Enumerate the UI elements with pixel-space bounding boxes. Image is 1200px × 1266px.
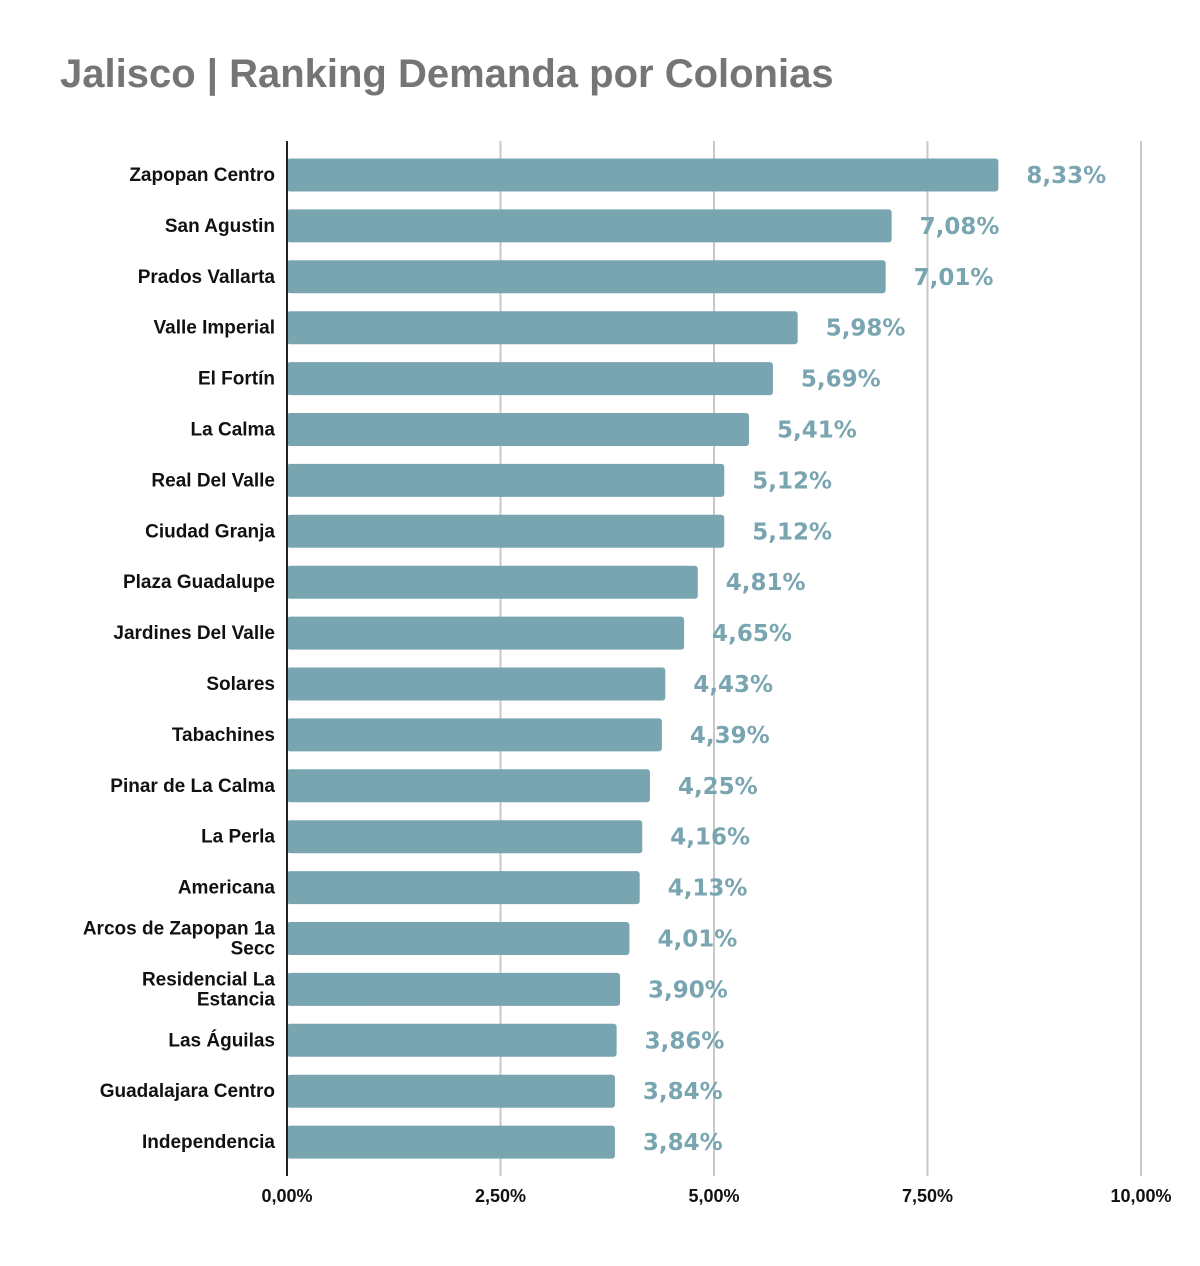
bar — [287, 769, 650, 803]
value-label: 7,08% — [920, 214, 1000, 240]
bar — [287, 311, 798, 345]
value-label: 4,16% — [670, 825, 750, 851]
value-label: 4,01% — [657, 927, 737, 953]
value-label: 4,25% — [678, 774, 758, 800]
bar — [287, 1023, 617, 1057]
bar — [287, 413, 750, 446]
bar — [287, 362, 773, 396]
category-label: La Calma — [191, 420, 276, 441]
category-label: Jardines Del Valle — [113, 623, 275, 644]
bar — [287, 718, 662, 752]
bar — [287, 616, 685, 650]
x-tick-label: 0,00% — [261, 1186, 312, 1206]
category-label: Real Del Valle — [151, 470, 275, 491]
category-labels: Zapopan Centro San Agustin Prados Vallarta… — [83, 165, 276, 1153]
category-label: Independencia — [142, 1132, 275, 1153]
value-label: 4,39% — [690, 723, 770, 749]
category-label: Americana — [178, 878, 276, 899]
bars — [287, 158, 999, 1159]
x-tick-label: 5,00% — [688, 1186, 739, 1206]
value-label: 4,81% — [726, 570, 806, 596]
bar — [287, 922, 630, 955]
value-label: 5,69% — [801, 367, 881, 393]
value-label: 3,86% — [645, 1028, 725, 1054]
category-label: Prados Vallarta — [138, 267, 276, 288]
category-label: Guadalajara Centro — [100, 1081, 275, 1102]
value-label: 8,33% — [1026, 163, 1106, 189]
x-tick-label: 10,00% — [1110, 1186, 1171, 1206]
grid-lines — [499, 141, 1142, 1176]
category-label: Las Águilas — [168, 1029, 275, 1051]
value-labels: 8,33% 7,08% 7,01% 5,98% 5,69% 5,41% 5,12% 5,12%… — [643, 163, 1106, 1156]
bar — [287, 820, 643, 854]
category-label: Plaza Guadalupe — [123, 572, 275, 593]
x-axis-ticks: 0,00% 2,50% 5,00% 7,50% 10,00% — [261, 1186, 1171, 1206]
category-label: Pinar de La Calma — [110, 776, 275, 797]
x-tick-label: 2,50% — [475, 1186, 526, 1206]
chart-title: Jalisco | Ranking Demanda por Colonias — [60, 52, 834, 96]
value-label: 3,84% — [643, 1130, 723, 1156]
category-label: Arcos de Zapopan 1a Secc — [83, 919, 276, 960]
category-label: Residencial La Estancia — [142, 969, 275, 1010]
category-label: Tabachines — [172, 725, 275, 746]
category-label-line: Residencial La — [142, 969, 275, 990]
bar — [287, 514, 725, 548]
category-label: Ciudad Granja — [145, 521, 275, 542]
bar — [287, 667, 666, 701]
value-label: 3,84% — [643, 1079, 723, 1105]
bar — [287, 565, 698, 599]
category-label-line: Arcos de Zapopan 1a — [83, 919, 276, 940]
category-label: El Fortín — [198, 369, 275, 390]
category-label: La Perla — [201, 827, 275, 848]
value-label: 5,41% — [777, 418, 857, 444]
category-label: Zapopan Centro — [129, 165, 275, 186]
category-label: Valle Imperial — [154, 318, 275, 339]
bar — [287, 463, 725, 497]
bar — [287, 260, 886, 294]
bar — [287, 1125, 615, 1159]
category-label-line: Secc — [231, 939, 276, 960]
bar — [287, 871, 640, 905]
value-label: 3,90% — [648, 977, 728, 1003]
bar — [287, 1074, 615, 1108]
value-label: 7,01% — [914, 265, 994, 291]
category-label-line: Estancia — [197, 989, 276, 1010]
value-label: 4,13% — [668, 876, 748, 902]
value-label: 5,12% — [752, 519, 832, 545]
category-label: San Agustin — [165, 216, 275, 237]
bar — [287, 209, 892, 243]
value-label: 5,12% — [752, 468, 832, 494]
x-tick-label: 7,50% — [902, 1186, 953, 1206]
value-label: 4,43% — [693, 672, 773, 698]
category-label: Solares — [206, 674, 275, 695]
bar — [287, 158, 999, 192]
value-label: 5,98% — [826, 316, 906, 342]
bar — [287, 972, 621, 1006]
value-label: 4,65% — [712, 621, 792, 647]
